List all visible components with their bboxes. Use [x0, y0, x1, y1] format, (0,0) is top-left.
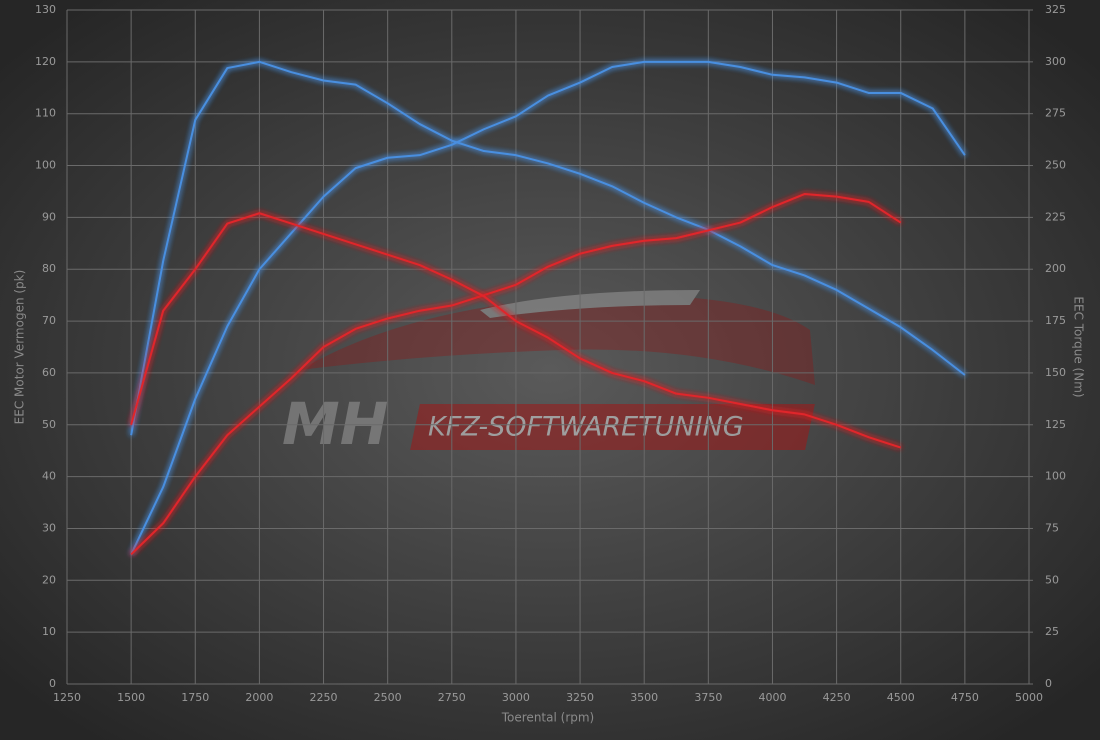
y2-tick-label: 100: [1045, 470, 1066, 483]
y2-tick-label: 175: [1045, 314, 1066, 327]
watermark: MH KFZ-SOFTWARETUNING: [282, 290, 815, 458]
y-tick-label: 120: [35, 55, 56, 68]
y-tick-label: 80: [42, 262, 56, 275]
y2-tick-label: 25: [1045, 625, 1059, 638]
y2-tick-label: 225: [1045, 210, 1066, 223]
x-tick-label: 2250: [310, 691, 338, 704]
y2-tick-label: 300: [1045, 55, 1066, 68]
series-line: [130, 193, 902, 556]
y2-tick-label: 200: [1045, 262, 1066, 275]
y-tick-label: 20: [42, 573, 56, 586]
x-tick-label: 2500: [374, 691, 402, 704]
x-tick-label: 1250: [53, 691, 81, 704]
y2-tick-label: 75: [1045, 521, 1059, 534]
y-axis-title: EEC Motor Vermogen (pk): [13, 270, 27, 425]
x-tick-label: 3000: [502, 691, 530, 704]
series-line: [130, 60, 966, 555]
x-tick-label: 5000: [1015, 691, 1043, 704]
y-tick-label: 100: [35, 159, 56, 172]
y-tick-label: 50: [42, 418, 56, 431]
y2-tick-label: 50: [1045, 573, 1059, 586]
y-tick-label: 90: [42, 210, 56, 223]
y2-tick-label: 250: [1045, 159, 1066, 172]
y-tick-label: 0: [49, 677, 56, 690]
y-tick-label: 60: [42, 366, 56, 379]
y-tick-label: 70: [42, 314, 56, 327]
y2-tick-label: 0: [1045, 677, 1052, 690]
x-tick-label: 3250: [566, 691, 594, 704]
watermark-text: KFZ-SOFTWARETUNING: [428, 412, 744, 443]
y-tick-label: 30: [42, 521, 56, 534]
x-tick-label: 4500: [887, 691, 915, 704]
y-tick-label: 40: [42, 470, 56, 483]
x-tick-label: 3500: [630, 691, 658, 704]
y2-tick-label: 125: [1045, 418, 1066, 431]
x-tick-label: 3750: [694, 691, 722, 704]
x-tick-label: 2750: [438, 691, 466, 704]
y2-tick-label: 325: [1045, 3, 1066, 16]
series-line: [130, 212, 902, 449]
x-tick-label: 4750: [951, 691, 979, 704]
y2-tick-label: 150: [1045, 366, 1066, 379]
y2-tick-label: 275: [1045, 107, 1066, 120]
series-line: [130, 60, 966, 436]
x-tick-label: 2000: [245, 691, 273, 704]
x-tick-label: 4250: [823, 691, 851, 704]
x-tick-label: 1750: [181, 691, 209, 704]
x-tick-label: 4000: [758, 691, 786, 704]
watermark-logo: MH: [282, 390, 388, 458]
x-axis-title: Toerental (rpm): [501, 711, 594, 725]
y2-axis-title: EEC Torque (Nm): [1072, 296, 1086, 397]
y-tick-label: 110: [35, 107, 56, 120]
y-tick-label: 10: [42, 625, 56, 638]
x-tick-label: 1500: [117, 691, 145, 704]
y-tick-label: 130: [35, 3, 56, 16]
